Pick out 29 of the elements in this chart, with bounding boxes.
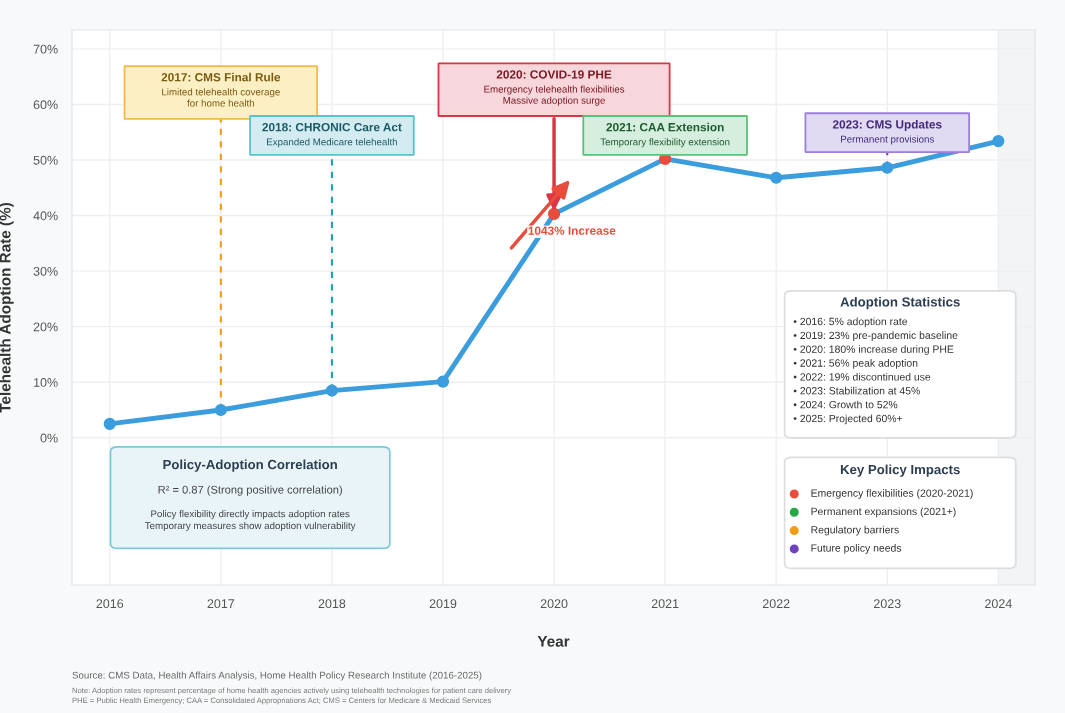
x-tick-label: 2024	[985, 599, 1012, 609]
x-tick-label: 2020	[540, 599, 568, 609]
annotation: Key Policy Impacts Emergency flexibilities (2020-2021) Permanent expansions (2021+) Regulatory barriers Future policy needs	[811, 464, 973, 554]
annotation: 1043% Increase	[528, 226, 616, 235]
y-tick-label: 0%	[40, 433, 58, 443]
x-tick-label: 2019	[429, 599, 457, 609]
x-tick-label: 2021	[651, 599, 679, 609]
x-tick-label: 2023	[874, 599, 901, 609]
text: Adoption Statistics • 2016: 5% adoption rate • 2019: 23% pre-pandemic baseline • 2020: 180% increase during PHE • 2021: 56% peak adoption • 2022: 19% discontinued use • 2023: Stabilization at 45% • 2024: Growth to 52% • 2025: Projected 60%+	[793, 296, 960, 425]
source-note: Source: CMS Data, Health Affairs Analysis, Home Health Policy Research Institute (2016-2025)	[72, 671, 482, 681]
y-tick-label: 30%	[33, 266, 58, 276]
y-axis-title: Telehealth Adoption Rate (%)	[0, 203, 14, 413]
y-tick-label: 70%	[33, 44, 58, 54]
y-tick-label: 50%	[33, 155, 58, 165]
y-tick-label: 60%	[33, 100, 58, 110]
annotation: 2018: CHRONIC Care Act Expanded Medicare telehealth	[262, 123, 402, 148]
x-tick-label: 2022	[762, 599, 790, 609]
annotation: 2020: COVID-19 PHE Emergency telehealth flexibilities Massive adoption surge	[484, 70, 625, 106]
annotation: 2017: CMS Final Rule Limited telehealth coverage for home health	[161, 72, 281, 107]
x-tick-label: 2017	[207, 599, 235, 609]
annotation: 2023: CMS Updates Permanent provisions	[832, 119, 942, 145]
y-tick-label: 10%	[34, 378, 58, 387]
x-tick-label: 2016	[96, 599, 124, 609]
y-tick-label: 20%	[33, 322, 58, 332]
x-axis-title: Year	[537, 636, 570, 647]
text: Policy-Adoption Correlation R² = 0.87 (Strong positive correlation) Policy flexibility directly impacts adoption rates Temporary measures show adoption vulnerability	[145, 459, 356, 532]
y-tick-label: 40%	[33, 211, 58, 221]
annotation: 2021: CAA Extension Temporary flexibility extension	[600, 122, 730, 148]
x-tick-label: 2018	[318, 599, 346, 609]
